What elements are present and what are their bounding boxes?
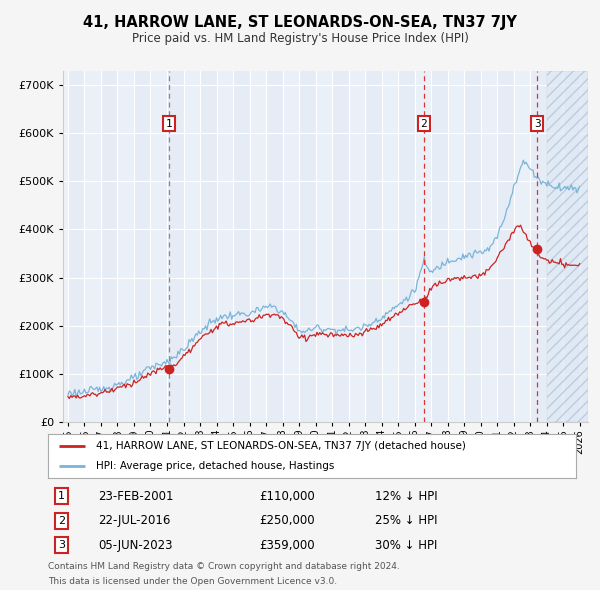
- Bar: [349, 71, 365, 422]
- Text: Contains HM Land Registry data © Crown copyright and database right 2024.: Contains HM Land Registry data © Crown c…: [48, 562, 400, 571]
- Bar: [167, 71, 184, 422]
- Text: HPI: Average price, detached house, Hastings: HPI: Average price, detached house, Hast…: [95, 461, 334, 471]
- Bar: [448, 71, 464, 422]
- Text: 2: 2: [58, 516, 65, 526]
- Bar: [431, 71, 448, 422]
- Bar: [547, 71, 563, 422]
- Text: Price paid vs. HM Land Registry's House Price Index (HPI): Price paid vs. HM Land Registry's House …: [131, 32, 469, 45]
- Text: 41, HARROW LANE, ST LEONARDS-ON-SEA, TN37 7JY: 41, HARROW LANE, ST LEONARDS-ON-SEA, TN3…: [83, 15, 517, 30]
- Bar: [481, 71, 497, 422]
- Text: £110,000: £110,000: [259, 490, 315, 503]
- Bar: [101, 71, 118, 422]
- Text: £250,000: £250,000: [259, 514, 315, 527]
- Bar: [514, 71, 530, 422]
- Bar: [85, 71, 101, 422]
- Bar: [151, 71, 167, 422]
- Text: 3: 3: [58, 540, 65, 550]
- Bar: [233, 71, 250, 422]
- Bar: [266, 71, 283, 422]
- Text: 1: 1: [58, 491, 65, 502]
- Bar: [382, 71, 398, 422]
- Text: 3: 3: [534, 119, 541, 129]
- Bar: [184, 71, 200, 422]
- Bar: [299, 71, 316, 422]
- Bar: [580, 71, 596, 422]
- Bar: [464, 71, 481, 422]
- Bar: [250, 71, 266, 422]
- Bar: [316, 71, 332, 422]
- Bar: [134, 71, 151, 422]
- Text: 05-JUN-2023: 05-JUN-2023: [98, 539, 173, 552]
- Bar: [217, 71, 233, 422]
- Bar: [200, 71, 217, 422]
- Bar: [283, 71, 299, 422]
- Bar: [530, 71, 547, 422]
- Bar: [332, 71, 349, 422]
- Text: 30% ↓ HPI: 30% ↓ HPI: [376, 539, 438, 552]
- Text: This data is licensed under the Open Government Licence v3.0.: This data is licensed under the Open Gov…: [48, 577, 337, 586]
- Text: 22-JUL-2016: 22-JUL-2016: [98, 514, 170, 527]
- Text: 12% ↓ HPI: 12% ↓ HPI: [376, 490, 438, 503]
- Bar: [118, 71, 134, 422]
- Text: £359,000: £359,000: [259, 539, 315, 552]
- Text: 2: 2: [421, 119, 427, 129]
- Bar: [497, 71, 514, 422]
- Text: 1: 1: [166, 119, 173, 129]
- Bar: [415, 71, 431, 422]
- Text: 25% ↓ HPI: 25% ↓ HPI: [376, 514, 438, 527]
- Bar: [68, 71, 85, 422]
- Text: 41, HARROW LANE, ST LEONARDS-ON-SEA, TN37 7JY (detached house): 41, HARROW LANE, ST LEONARDS-ON-SEA, TN3…: [95, 441, 466, 451]
- Bar: [365, 71, 382, 422]
- Bar: [398, 71, 415, 422]
- Text: 23-FEB-2001: 23-FEB-2001: [98, 490, 173, 503]
- Bar: [563, 71, 580, 422]
